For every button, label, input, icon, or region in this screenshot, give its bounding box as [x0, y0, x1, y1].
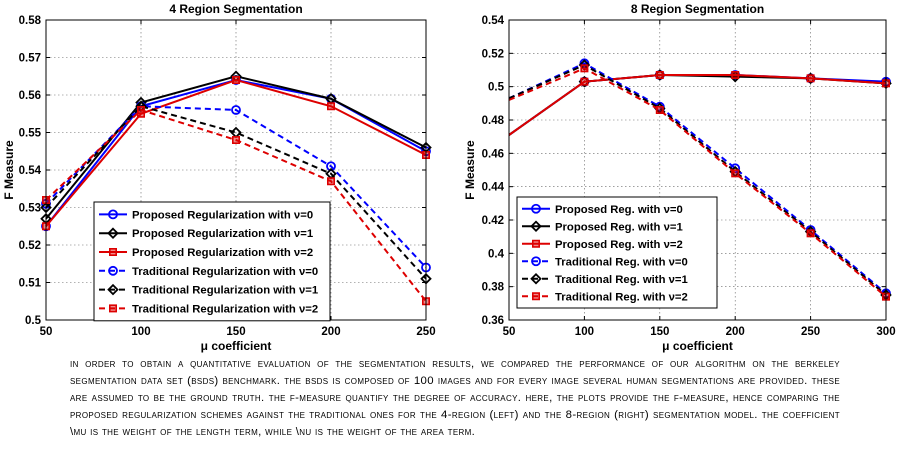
axes-frame — [508, 19, 887, 321]
x-tick-label: 250 — [801, 326, 820, 338]
y-tick-label: 0.42 — [482, 215, 504, 227]
x-axis-label: μ coefficient — [662, 339, 733, 353]
legend-marker — [107, 227, 119, 239]
legend-marker — [107, 283, 119, 296]
legend-entry: Traditional Reg. with ν=2 — [555, 291, 688, 303]
legend-marker — [108, 265, 118, 276]
legend-marker — [109, 304, 118, 313]
data-point — [806, 229, 815, 238]
x-axis-label: μ coefficient — [201, 339, 272, 353]
legend-marker — [108, 209, 118, 220]
data-point — [578, 59, 591, 71]
data-point — [231, 105, 241, 115]
data-point — [731, 169, 740, 178]
legend-box — [93, 201, 331, 322]
y-tick-label: 0.52 — [19, 240, 41, 252]
y-tick-label: 0.57 — [19, 53, 41, 65]
legend-entry: Proposed Regularization with ν=2 — [132, 247, 313, 259]
x-tick-label: 50 — [40, 326, 53, 338]
x-tick-label: 150 — [226, 326, 245, 338]
legend-entry: Traditional Regularization with ν=2 — [132, 303, 318, 315]
legend-entry: Traditional Regularization with ν=1 — [132, 285, 318, 297]
data-point — [580, 77, 589, 86]
x-tick-label: 200 — [726, 326, 745, 338]
data-point — [326, 177, 335, 186]
figure-caption: In order to obtain a quantitative evalua… — [70, 358, 840, 438]
legend-marker — [531, 292, 540, 301]
legend-entry: Traditional Reg. with ν=1 — [555, 274, 688, 286]
chart-title: 4 Region Segmentation — [169, 2, 302, 16]
chart-title: 8 Region Segmentation — [631, 2, 764, 16]
y-tick-label: 0.5 — [488, 82, 505, 94]
y-tick-label: 0.54 — [482, 15, 505, 27]
legend-marker — [531, 239, 540, 248]
data-point — [655, 71, 664, 80]
x-tick-label: 200 — [321, 326, 340, 338]
chart-8-region: 50 100 150 200 250 300 0.36 0.38 0.4 0.42 0.44 0.46… — [463, 2, 896, 353]
series-line — [508, 63, 887, 296]
legend: Proposed Reg. with ν=0 Proposed Reg. with… — [516, 196, 718, 309]
y-axis-label: F Measure — [463, 140, 477, 200]
data-point — [580, 64, 589, 73]
legend-entry: Proposed Reg. with ν=0 — [555, 204, 683, 216]
figure-plots: 50 100 150 200 250 0.5 0.51 0.52 0.53 0.54 0.55 0.5… — [2, 2, 896, 353]
series-line — [45, 105, 427, 280]
series-line — [508, 62, 887, 295]
legend-marker — [531, 256, 541, 267]
series-line — [508, 74, 887, 136]
y-tick-label: 0.51 — [19, 278, 42, 290]
data-point — [232, 136, 241, 145]
series-line — [45, 108, 427, 302]
legend-entry: Proposed Reg. with ν=2 — [555, 239, 683, 251]
chart-4-region: 50 100 150 200 250 0.5 0.51 0.52 0.53 0.54 0.55 0.5… — [2, 2, 436, 353]
data-point — [326, 102, 335, 111]
y-tick-label: 0.56 — [19, 90, 41, 102]
y-tick-label: 0.53 — [19, 203, 41, 215]
legend-entry: Proposed Reg. with ν=1 — [555, 221, 683, 233]
data-point — [655, 106, 664, 115]
legend-marker — [531, 203, 541, 214]
data-point — [232, 76, 241, 85]
x-tick-label: 100 — [575, 326, 594, 338]
legend-box — [516, 196, 718, 309]
legend-entry: Proposed Regularization with ν=0 — [132, 209, 313, 221]
legend-entry: Proposed Regularization with ν=1 — [132, 228, 313, 240]
y-tick-label: 0.38 — [482, 282, 505, 294]
x-tick-label: 300 — [876, 326, 895, 338]
x-tick-label: 150 — [650, 326, 669, 338]
y-tick-label: 0.55 — [19, 128, 42, 140]
legend-marker — [530, 220, 542, 233]
legend-entry: Traditional Reg. with ν=0 — [555, 256, 688, 268]
legend-marker — [109, 248, 118, 257]
x-tick-label: 50 — [503, 326, 516, 338]
legend-marker — [530, 272, 542, 285]
data-point — [731, 71, 740, 80]
y-axis-label: F Measure — [2, 140, 16, 200]
y-tick-label: 0.48 — [482, 115, 505, 127]
data-point — [806, 74, 815, 83]
data-point — [137, 106, 146, 115]
y-tick-label: 0.58 — [19, 15, 42, 27]
x-tick-label: 250 — [416, 326, 435, 338]
y-tick-label: 0.4 — [488, 248, 505, 260]
y-tick-label: 0.5 — [25, 315, 42, 327]
legend: Proposed Regularization with ν=0 Proposed… — [93, 201, 331, 322]
y-tick-label: 0.36 — [482, 315, 504, 327]
y-tick-label: 0.44 — [482, 182, 505, 194]
legend-entry: Traditional Regularization with ν=0 — [132, 266, 318, 278]
y-tick-label: 0.52 — [482, 48, 504, 60]
x-tick-label: 100 — [131, 326, 150, 338]
series-line — [45, 78, 427, 227]
y-tick-label: 0.46 — [482, 148, 504, 160]
y-tick-label: 0.54 — [19, 165, 42, 177]
